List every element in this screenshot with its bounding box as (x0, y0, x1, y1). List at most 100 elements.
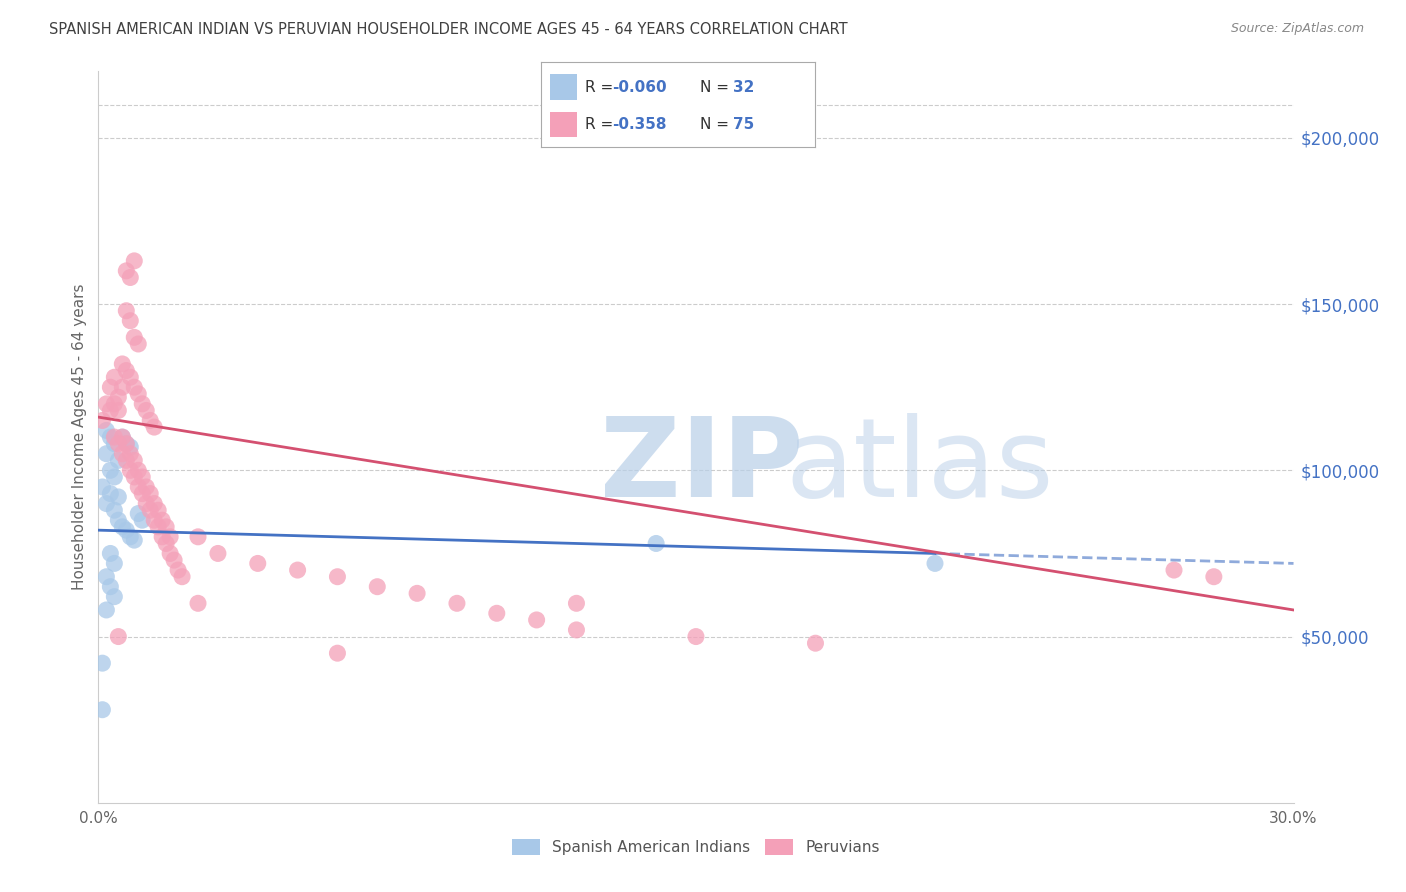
Text: -0.358: -0.358 (613, 117, 666, 132)
Point (98, 430, 122, 444)
Point (98, 403, 122, 417)
Point (115, 363, 138, 377)
Point (148, 520, 170, 534)
Point (127, 507, 149, 521)
Point (143, 497, 166, 511)
Point (124, 253, 146, 268)
Point (326, 570, 349, 584)
Text: R =: R = (585, 117, 619, 132)
Point (98, 580, 122, 594)
Legend: Spanish American Indians, Peruvians: Spanish American Indians, Peruvians (506, 833, 886, 861)
Point (406, 586, 429, 600)
Point (685, 630, 707, 644)
Point (155, 520, 177, 534)
Point (98, 380, 122, 394)
Point (485, 607, 508, 621)
Point (150, 513, 173, 527)
Point (96, 603, 118, 617)
Point (91, 703, 114, 717)
Point (120, 314, 142, 328)
Point (91, 480, 114, 494)
Point (96, 497, 118, 511)
Point (115, 436, 138, 450)
Point (96, 424, 118, 438)
Point (139, 486, 162, 500)
Point (103, 430, 125, 444)
Point (131, 470, 153, 484)
Point (111, 520, 134, 534)
Text: ZIP: ZIP (600, 413, 804, 520)
Point (115, 264, 138, 278)
Point (326, 646, 349, 660)
Point (1163, 563, 1185, 577)
Point (187, 596, 209, 610)
Point (127, 337, 149, 351)
Point (1202, 570, 1225, 584)
Point (246, 557, 269, 571)
Bar (550, 112, 576, 137)
Text: 75: 75 (734, 117, 755, 132)
Point (159, 546, 181, 560)
Point (127, 480, 149, 494)
Point (91, 656, 114, 670)
Point (115, 453, 138, 467)
Point (167, 563, 190, 577)
Point (98, 463, 122, 477)
Point (287, 563, 309, 577)
Bar (550, 74, 576, 100)
Point (96, 570, 118, 584)
Point (120, 447, 142, 461)
Point (107, 390, 129, 404)
Point (107, 403, 129, 417)
Point (103, 590, 125, 604)
Point (107, 490, 129, 504)
Point (446, 596, 468, 610)
Point (565, 623, 588, 637)
Point (148, 503, 170, 517)
Point (103, 470, 125, 484)
Point (127, 387, 149, 401)
Point (366, 580, 388, 594)
Point (135, 497, 157, 511)
Point (143, 513, 166, 527)
Point (96, 397, 118, 411)
Point (143, 420, 166, 434)
Point (115, 523, 138, 537)
Point (187, 530, 209, 544)
Y-axis label: Householder Income Ages 45 - 64 years: Householder Income Ages 45 - 64 years (72, 284, 87, 591)
Point (111, 357, 134, 371)
Point (159, 530, 181, 544)
Point (924, 557, 946, 571)
Point (107, 453, 129, 467)
Text: N =: N = (700, 79, 734, 95)
Point (139, 413, 162, 427)
Point (115, 436, 138, 450)
Point (565, 596, 588, 610)
Point (131, 513, 153, 527)
Point (111, 380, 134, 394)
Point (111, 430, 134, 444)
Text: R =: R = (585, 79, 619, 95)
Point (111, 447, 134, 461)
Point (207, 546, 229, 560)
Point (103, 370, 125, 384)
Point (111, 430, 134, 444)
Point (131, 486, 153, 500)
Text: N =: N = (700, 117, 734, 132)
Point (124, 533, 146, 548)
Point (135, 403, 157, 417)
Text: 32: 32 (734, 79, 755, 95)
Point (124, 453, 146, 467)
Point (645, 536, 668, 550)
Point (124, 470, 146, 484)
Point (163, 553, 186, 567)
Point (96, 447, 118, 461)
Point (127, 463, 149, 477)
Point (91, 413, 114, 427)
Point (155, 536, 177, 550)
Point (107, 630, 129, 644)
Point (172, 570, 194, 584)
Point (131, 397, 153, 411)
Point (103, 397, 125, 411)
Point (98, 486, 122, 500)
